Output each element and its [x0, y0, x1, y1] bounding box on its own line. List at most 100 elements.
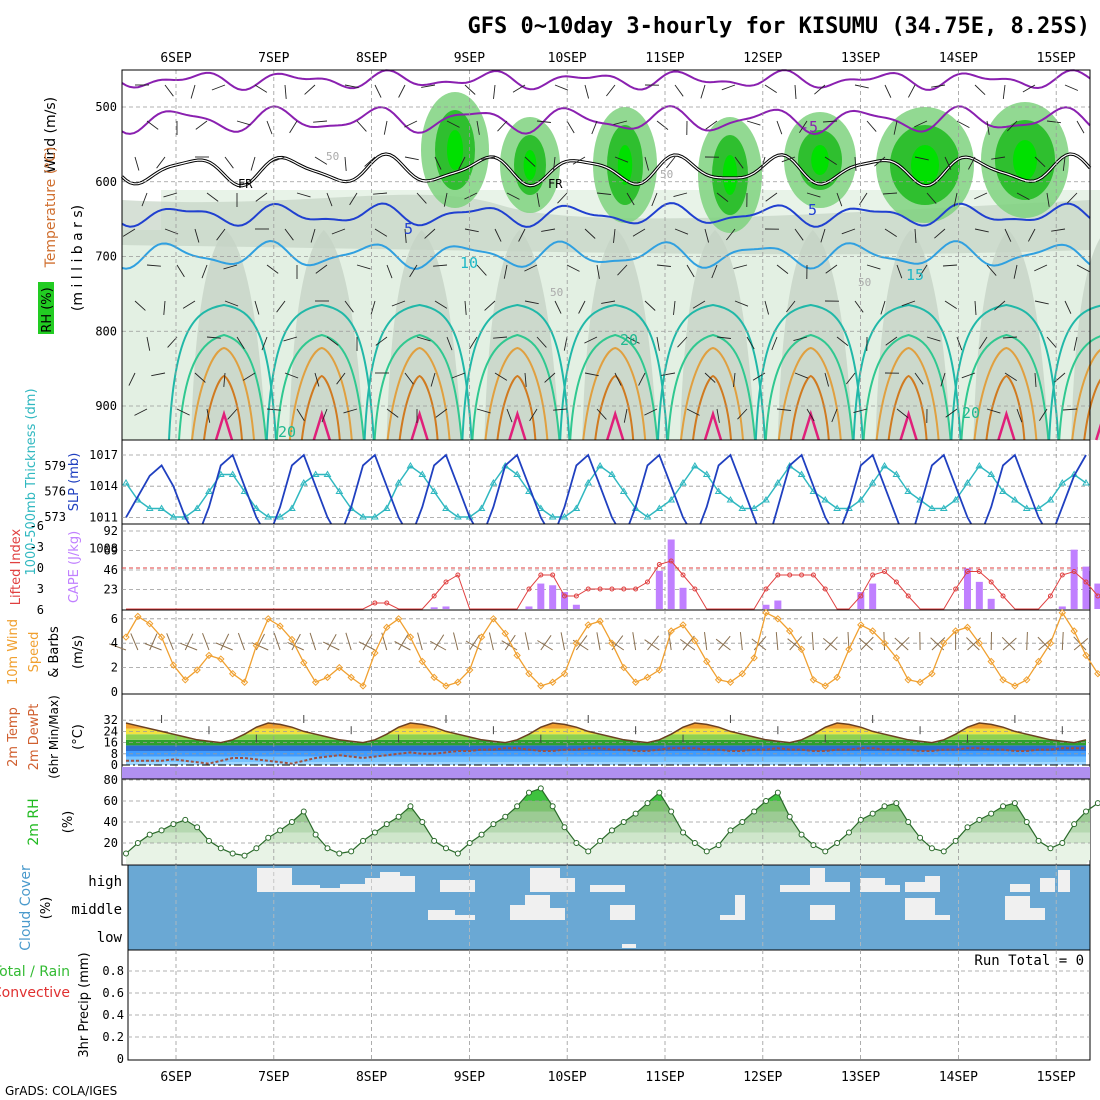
wind-barb [313, 120, 328, 123]
cloud-block-middle [735, 895, 745, 920]
wind-barb [386, 408, 399, 418]
wind-barb [128, 372, 136, 386]
temp-contour-diurnal [875, 346, 940, 441]
wind-barb [374, 84, 382, 98]
temp-contour-diurnal [178, 333, 267, 441]
li-marker [585, 586, 591, 592]
temp-contour [121, 105, 1091, 136]
temp-contour-diurnal [275, 333, 365, 441]
wind10m-barb [751, 638, 767, 651]
cape-bar [975, 581, 983, 609]
thickness-marker [880, 462, 889, 469]
wind-barb [613, 228, 616, 243]
wind-barb [986, 264, 997, 276]
temp-contour-diurnal [471, 333, 561, 441]
axis-tick-label: 46 [104, 563, 118, 577]
contour-label: 50 [858, 276, 871, 289]
wind-barb [250, 156, 256, 171]
rh2m-marker [194, 824, 201, 831]
cloud-block-high [825, 882, 850, 892]
wind-barb [506, 408, 513, 423]
wind-barb [344, 300, 354, 313]
axis-tick-label: 1017 [89, 448, 118, 462]
thickness-marker [453, 513, 462, 520]
wind-barb [771, 336, 778, 351]
thickness-marker [797, 470, 806, 477]
date-label-top: 13SEP [841, 51, 880, 66]
wind-barb [711, 264, 718, 279]
contour-label: -5 [800, 118, 818, 136]
wind10m-marker [679, 621, 687, 629]
rh2m-marker [952, 837, 959, 844]
wind-barb [926, 192, 937, 204]
wind-barb [146, 336, 151, 351]
wind10m-barb [718, 635, 731, 651]
temp2m-label-c: (6hr Min/Max) [47, 695, 61, 779]
wind10m-marker [584, 621, 592, 629]
lifted-index-line [126, 558, 1100, 610]
wind-barb [1046, 192, 1050, 207]
thickness-marker [1058, 479, 1067, 486]
axis-tick-label: 24 [104, 724, 118, 738]
wind-barb [296, 408, 305, 422]
axis-tick-label: 800 [95, 324, 117, 338]
thickness-marker [394, 479, 403, 486]
rh2m-line [123, 785, 1100, 859]
rh2m-marker [419, 819, 426, 825]
wind-barb [242, 372, 256, 381]
wind10m-marker [975, 639, 984, 647]
thickness-marker [371, 513, 379, 520]
wind-barb [315, 264, 328, 274]
wind-barb [908, 84, 916, 98]
rh2m-marker [668, 808, 675, 815]
temp-contour-diurnal [508, 409, 527, 441]
wind10m-barb [524, 632, 530, 651]
cloud-block-high [905, 882, 925, 892]
wind-barb [673, 192, 688, 198]
wind10m-label-c: & Barbs [47, 626, 62, 678]
wind-barb [497, 120, 508, 132]
wind-barb [373, 192, 388, 195]
thickness-marker [347, 504, 356, 511]
wind-barb [914, 372, 924, 385]
cape-grid [122, 524, 1090, 610]
wind10m-barb [362, 634, 373, 651]
wind-barb [825, 264, 838, 274]
rh2m-marker [691, 840, 698, 846]
wind-barb [433, 264, 448, 267]
cape-bar [1058, 606, 1066, 609]
date-label-bottom: 6SEP [160, 1070, 191, 1085]
wind-barb [806, 192, 821, 198]
wind-barb [674, 84, 684, 97]
wind-barb [481, 156, 496, 160]
wind10m-marker [951, 627, 960, 635]
contour-label: FR [548, 177, 563, 191]
rh2m-marker [857, 816, 864, 823]
axis-tick-label: 0 [111, 758, 118, 772]
thickness-axis-label: 1000-500mb Thickness (dm) [24, 388, 39, 575]
wind10m-marker [857, 621, 865, 629]
wind-barb [934, 228, 946, 239]
rh2m-marker [763, 798, 769, 804]
rh2m-marker [597, 837, 604, 844]
wind-barb [1066, 192, 1078, 204]
upper-grid [122, 70, 1090, 440]
thickness-marker [276, 513, 284, 520]
wind-barb [266, 120, 273, 135]
wind-barb [734, 156, 744, 169]
thickness-marker [382, 504, 391, 511]
rh-column [777, 230, 853, 440]
wind10m-barb [1037, 636, 1051, 651]
wind-barb [446, 336, 453, 351]
wind10m-marker [264, 615, 272, 623]
wind-barb [644, 300, 656, 311]
wind10m-barb [453, 632, 459, 651]
pressure-axis: 500 600 700 800 900 [95, 100, 117, 413]
wind-barb [824, 156, 837, 165]
thickness-marker [359, 513, 367, 520]
wind-barb [686, 408, 700, 416]
wind-barb [893, 120, 898, 135]
wind-barb [734, 300, 749, 307]
thickness-marker [418, 470, 427, 477]
